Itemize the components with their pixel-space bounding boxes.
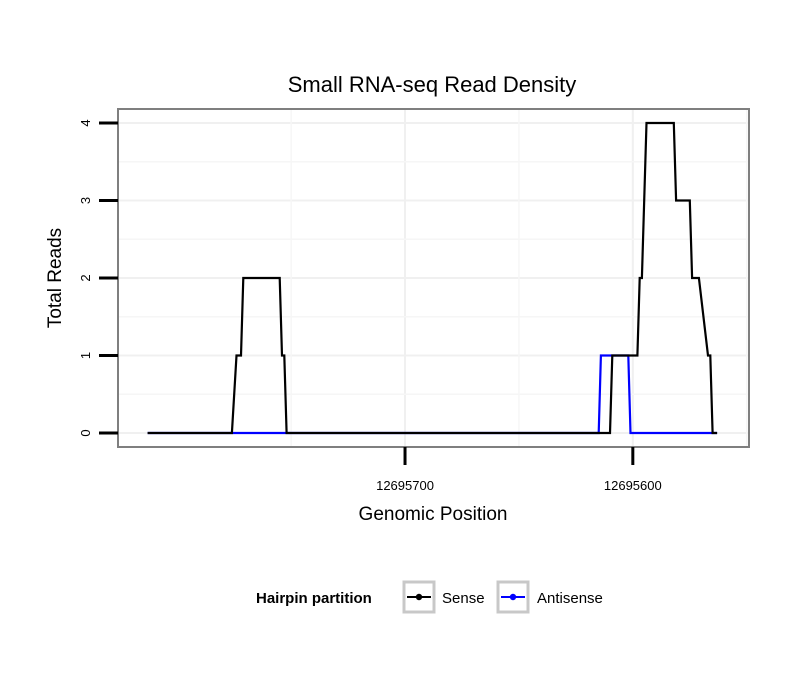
legend-point-antisense [509, 593, 517, 601]
chart-title: Small RNA-seq Read Density [288, 72, 577, 97]
x-axis-label: Genomic Position [359, 504, 508, 525]
series-line-sense [147, 121, 718, 435]
x-axis: 12695700 12695600 [376, 447, 662, 493]
series-layer [147, 121, 718, 435]
y-tick-label: 2 [78, 274, 93, 281]
y-tick-label: 0 [78, 429, 93, 436]
legend: Hairpin partition Sense Antisense [256, 580, 603, 614]
legend-point-sense [415, 593, 423, 601]
legend-label-antisense: Antisense [537, 590, 603, 607]
x-tick-label: 12695700 [376, 478, 434, 493]
y-tick-label: 3 [78, 197, 93, 204]
legend-title: Hairpin partition [256, 590, 372, 607]
y-axis: 0 1 2 3 4 [78, 119, 118, 437]
y-tick-label: 1 [78, 352, 93, 359]
legend-item-antisense: Antisense [496, 580, 603, 614]
y-tick-label: 4 [78, 119, 93, 126]
x-tick-label: 12695600 [604, 478, 662, 493]
legend-item-sense: Sense [402, 580, 485, 614]
y-axis-label: Total Reads [45, 228, 66, 328]
legend-label-sense: Sense [442, 590, 485, 607]
